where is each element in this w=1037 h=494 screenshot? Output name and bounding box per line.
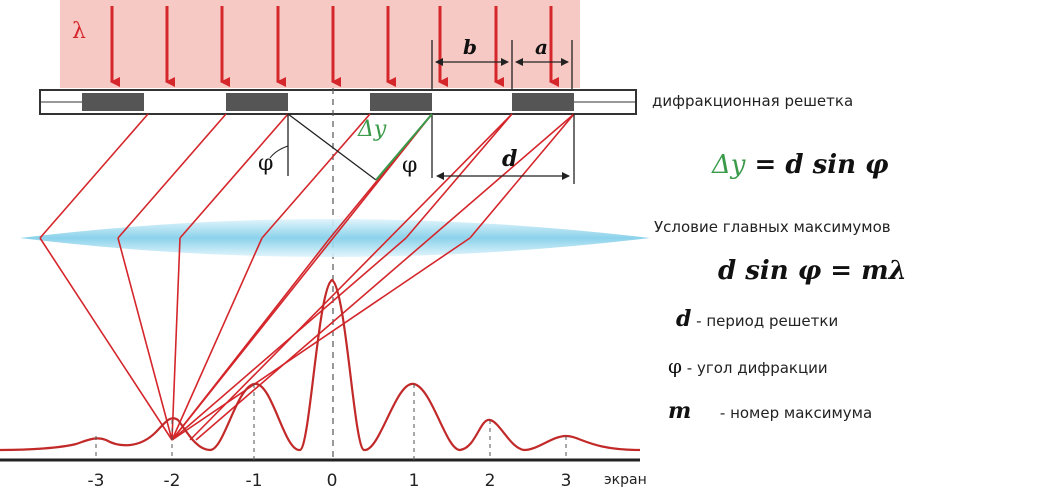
tick-label: -3 — [88, 471, 105, 491]
screen-tick-lines — [95, 384, 567, 460]
top-dimension-marks — [431, 40, 573, 92]
maxima-formula: d sin φ = mλ — [718, 256, 907, 286]
angle-construction — [269, 113, 433, 181]
phi-left-label: φ — [258, 151, 273, 176]
tick-label: -2 — [164, 471, 181, 491]
d-dimension-label: d — [502, 146, 517, 172]
legend-row-phi: φ - угол дифракции — [668, 354, 828, 378]
path-difference-formula: Δy = d sin φ — [712, 150, 889, 180]
legend-text: - период решетки — [691, 312, 839, 330]
equals-sign: = — [745, 150, 786, 180]
tick-label: -1 — [246, 471, 263, 491]
legend-text: - угол дифракции — [682, 359, 828, 377]
legend-symbol: d — [676, 306, 692, 332]
d-dimension — [436, 114, 575, 184]
tick-label: 0 — [327, 471, 338, 491]
phi-right-label: φ — [402, 153, 417, 178]
incident-light-band — [60, 0, 580, 88]
screen-tick-labels: -3 -2 -1 0 1 2 3 — [88, 471, 572, 491]
tick-label: 2 — [485, 471, 496, 491]
tick-label: 3 — [561, 471, 572, 491]
incident-arrows — [110, 6, 559, 87]
grating-caption: дифракционная решетка — [652, 92, 854, 110]
legend-row-m: m - номер максимума — [668, 398, 872, 424]
lambda-label: λ — [72, 19, 86, 44]
delta-y-label: Δy — [357, 117, 387, 142]
intensity-curve — [0, 278, 641, 452]
maxima-condition-title: Условие главных максимумов — [654, 218, 891, 236]
legend-row-d: d - период решетки — [676, 306, 838, 332]
a-label: a — [535, 35, 548, 59]
tick-label: 1 — [409, 471, 420, 491]
diffraction-grating — [39, 89, 637, 115]
legend-symbol: φ — [668, 354, 683, 378]
delta-y-segment — [375, 113, 433, 181]
screen-label: экран — [604, 472, 647, 488]
path-difference-rhs: d sin φ — [785, 150, 889, 180]
legend-symbol: m — [668, 398, 692, 424]
delta-y-symbol: Δy — [712, 150, 746, 180]
lens — [20, 219, 650, 257]
diffracted-rays — [39, 113, 575, 441]
b-label: b — [463, 35, 477, 59]
legend-text: - номер максимума — [691, 404, 873, 422]
